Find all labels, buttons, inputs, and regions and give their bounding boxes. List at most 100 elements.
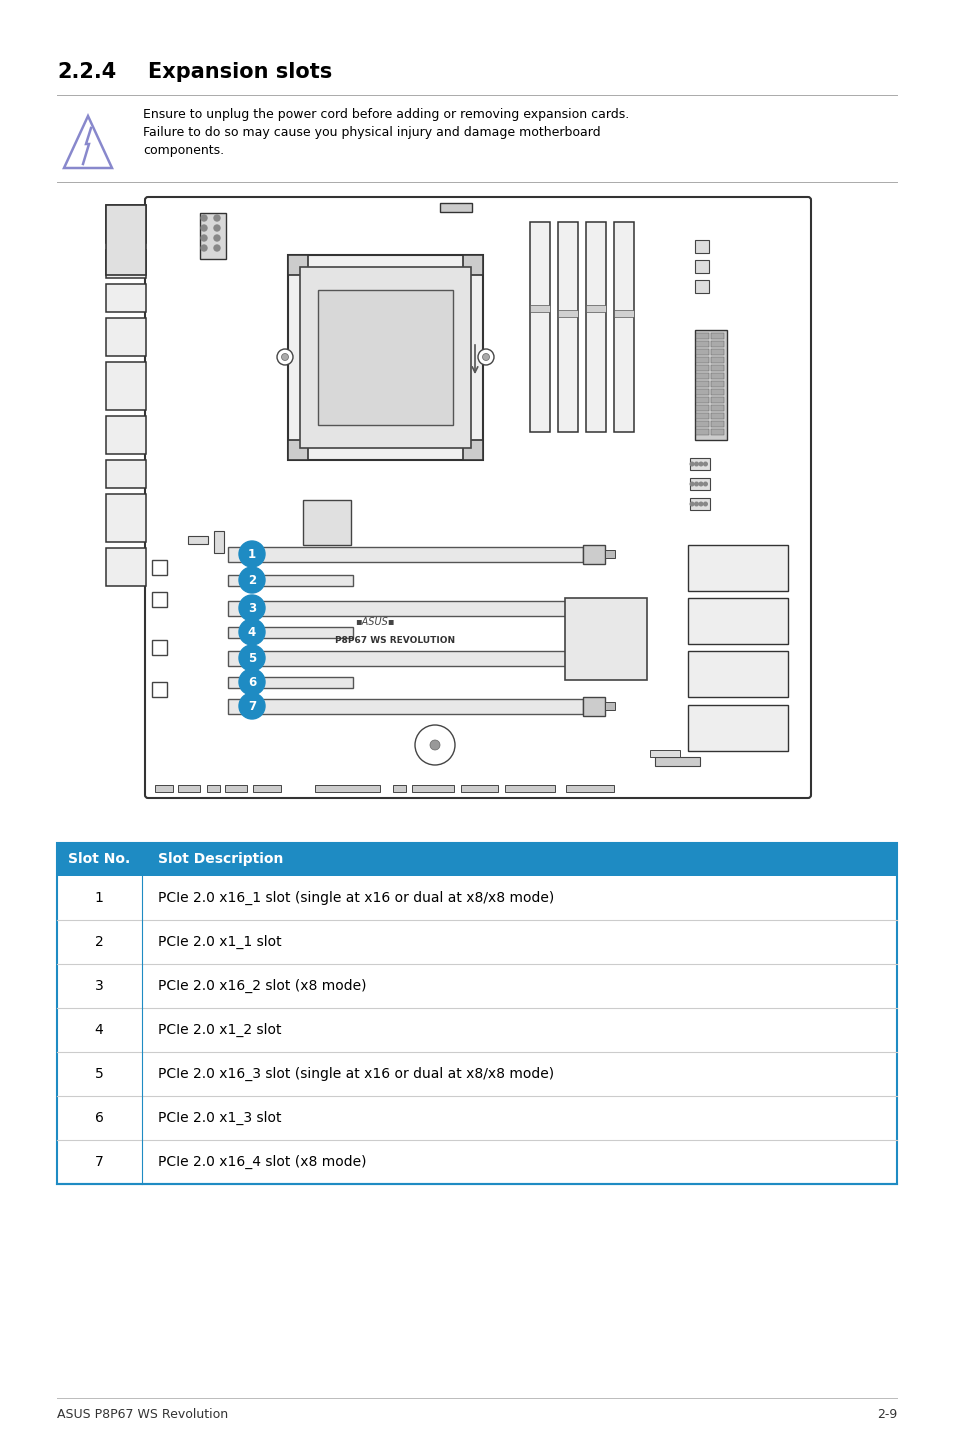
Circle shape	[213, 234, 220, 242]
Bar	[582, 600, 604, 618]
Bar	[687, 705, 787, 751]
Text: 1: 1	[248, 548, 255, 561]
Text: 2-9: 2-9	[876, 1408, 896, 1421]
Bar	[288, 255, 308, 275]
Bar	[696, 349, 708, 355]
Bar	[228, 601, 582, 615]
Bar	[106, 206, 146, 243]
Text: 6: 6	[94, 1112, 103, 1125]
Bar	[228, 575, 353, 587]
Text: 5: 5	[94, 1067, 103, 1081]
Circle shape	[699, 482, 702, 486]
Circle shape	[201, 244, 207, 252]
Bar	[585, 305, 605, 312]
Bar	[253, 785, 281, 792]
Bar	[57, 843, 896, 876]
Bar	[710, 406, 723, 411]
Circle shape	[201, 216, 207, 221]
Text: Slot No.: Slot No.	[68, 851, 130, 866]
Circle shape	[415, 725, 455, 765]
Text: 7: 7	[248, 699, 255, 712]
Bar	[106, 206, 146, 275]
Bar	[687, 651, 787, 697]
Circle shape	[703, 462, 706, 466]
Bar	[228, 699, 582, 715]
Bar	[696, 365, 708, 371]
Circle shape	[689, 482, 693, 486]
Bar	[439, 203, 472, 211]
Text: 1: 1	[94, 892, 103, 905]
Circle shape	[281, 354, 288, 361]
Text: 2: 2	[94, 935, 103, 949]
Text: Expansion slots: Expansion slots	[148, 62, 332, 82]
Text: 7: 7	[94, 1155, 103, 1169]
Bar	[649, 751, 679, 756]
Bar	[696, 397, 708, 403]
Bar	[106, 250, 146, 278]
Bar	[462, 440, 482, 460]
Bar	[207, 785, 220, 792]
Text: 4: 4	[94, 1022, 103, 1037]
Circle shape	[430, 741, 439, 751]
Circle shape	[239, 669, 265, 695]
Circle shape	[276, 349, 293, 365]
Circle shape	[201, 224, 207, 232]
Text: 6: 6	[248, 676, 255, 689]
Text: components.: components.	[143, 144, 224, 157]
Bar	[288, 440, 308, 460]
Circle shape	[703, 482, 706, 486]
Bar	[696, 381, 708, 387]
Circle shape	[239, 646, 265, 672]
Bar	[710, 397, 723, 403]
Circle shape	[482, 354, 489, 361]
Bar	[689, 498, 709, 510]
Bar	[288, 255, 482, 460]
Bar	[314, 785, 379, 792]
Bar	[317, 290, 453, 426]
Text: PCIe 2.0 x1_3 slot: PCIe 2.0 x1_3 slot	[158, 1112, 281, 1125]
Bar	[504, 785, 555, 792]
Text: 3: 3	[94, 979, 103, 994]
Bar	[695, 240, 708, 253]
Bar	[228, 677, 353, 687]
Bar	[695, 260, 708, 273]
Bar	[106, 460, 146, 487]
Text: 2.2.4: 2.2.4	[57, 62, 116, 82]
Circle shape	[239, 595, 265, 621]
Bar	[106, 362, 146, 410]
Text: ASUS P8P67 WS Revolution: ASUS P8P67 WS Revolution	[57, 1408, 228, 1421]
Bar	[200, 213, 226, 259]
Text: Failure to do so may cause you physical injury and damage motherboard: Failure to do so may cause you physical …	[143, 127, 600, 139]
Bar	[695, 280, 708, 293]
Bar	[604, 604, 615, 613]
Circle shape	[239, 541, 265, 567]
Circle shape	[213, 244, 220, 252]
Bar	[564, 598, 646, 680]
Bar	[213, 531, 224, 554]
Bar	[710, 413, 723, 418]
Circle shape	[699, 502, 702, 506]
Bar	[696, 341, 708, 347]
Bar	[178, 785, 200, 792]
Bar	[582, 697, 604, 716]
Bar	[462, 255, 482, 275]
Bar	[558, 221, 578, 431]
Text: 2: 2	[248, 574, 255, 587]
Bar	[710, 381, 723, 387]
Circle shape	[201, 234, 207, 242]
Circle shape	[694, 462, 698, 466]
Bar	[696, 413, 708, 418]
Bar	[228, 627, 353, 638]
Bar	[106, 495, 146, 542]
Circle shape	[703, 502, 706, 506]
Bar	[710, 349, 723, 355]
Circle shape	[239, 567, 265, 592]
Bar	[412, 785, 454, 792]
Bar	[696, 421, 708, 427]
FancyBboxPatch shape	[145, 197, 810, 798]
Text: PCIe 2.0 x1_1 slot: PCIe 2.0 x1_1 slot	[158, 935, 281, 949]
Circle shape	[689, 462, 693, 466]
Bar	[710, 341, 723, 347]
Bar	[228, 546, 582, 562]
Text: PCIe 2.0 x16_4 slot (x8 mode): PCIe 2.0 x16_4 slot (x8 mode)	[158, 1155, 366, 1169]
